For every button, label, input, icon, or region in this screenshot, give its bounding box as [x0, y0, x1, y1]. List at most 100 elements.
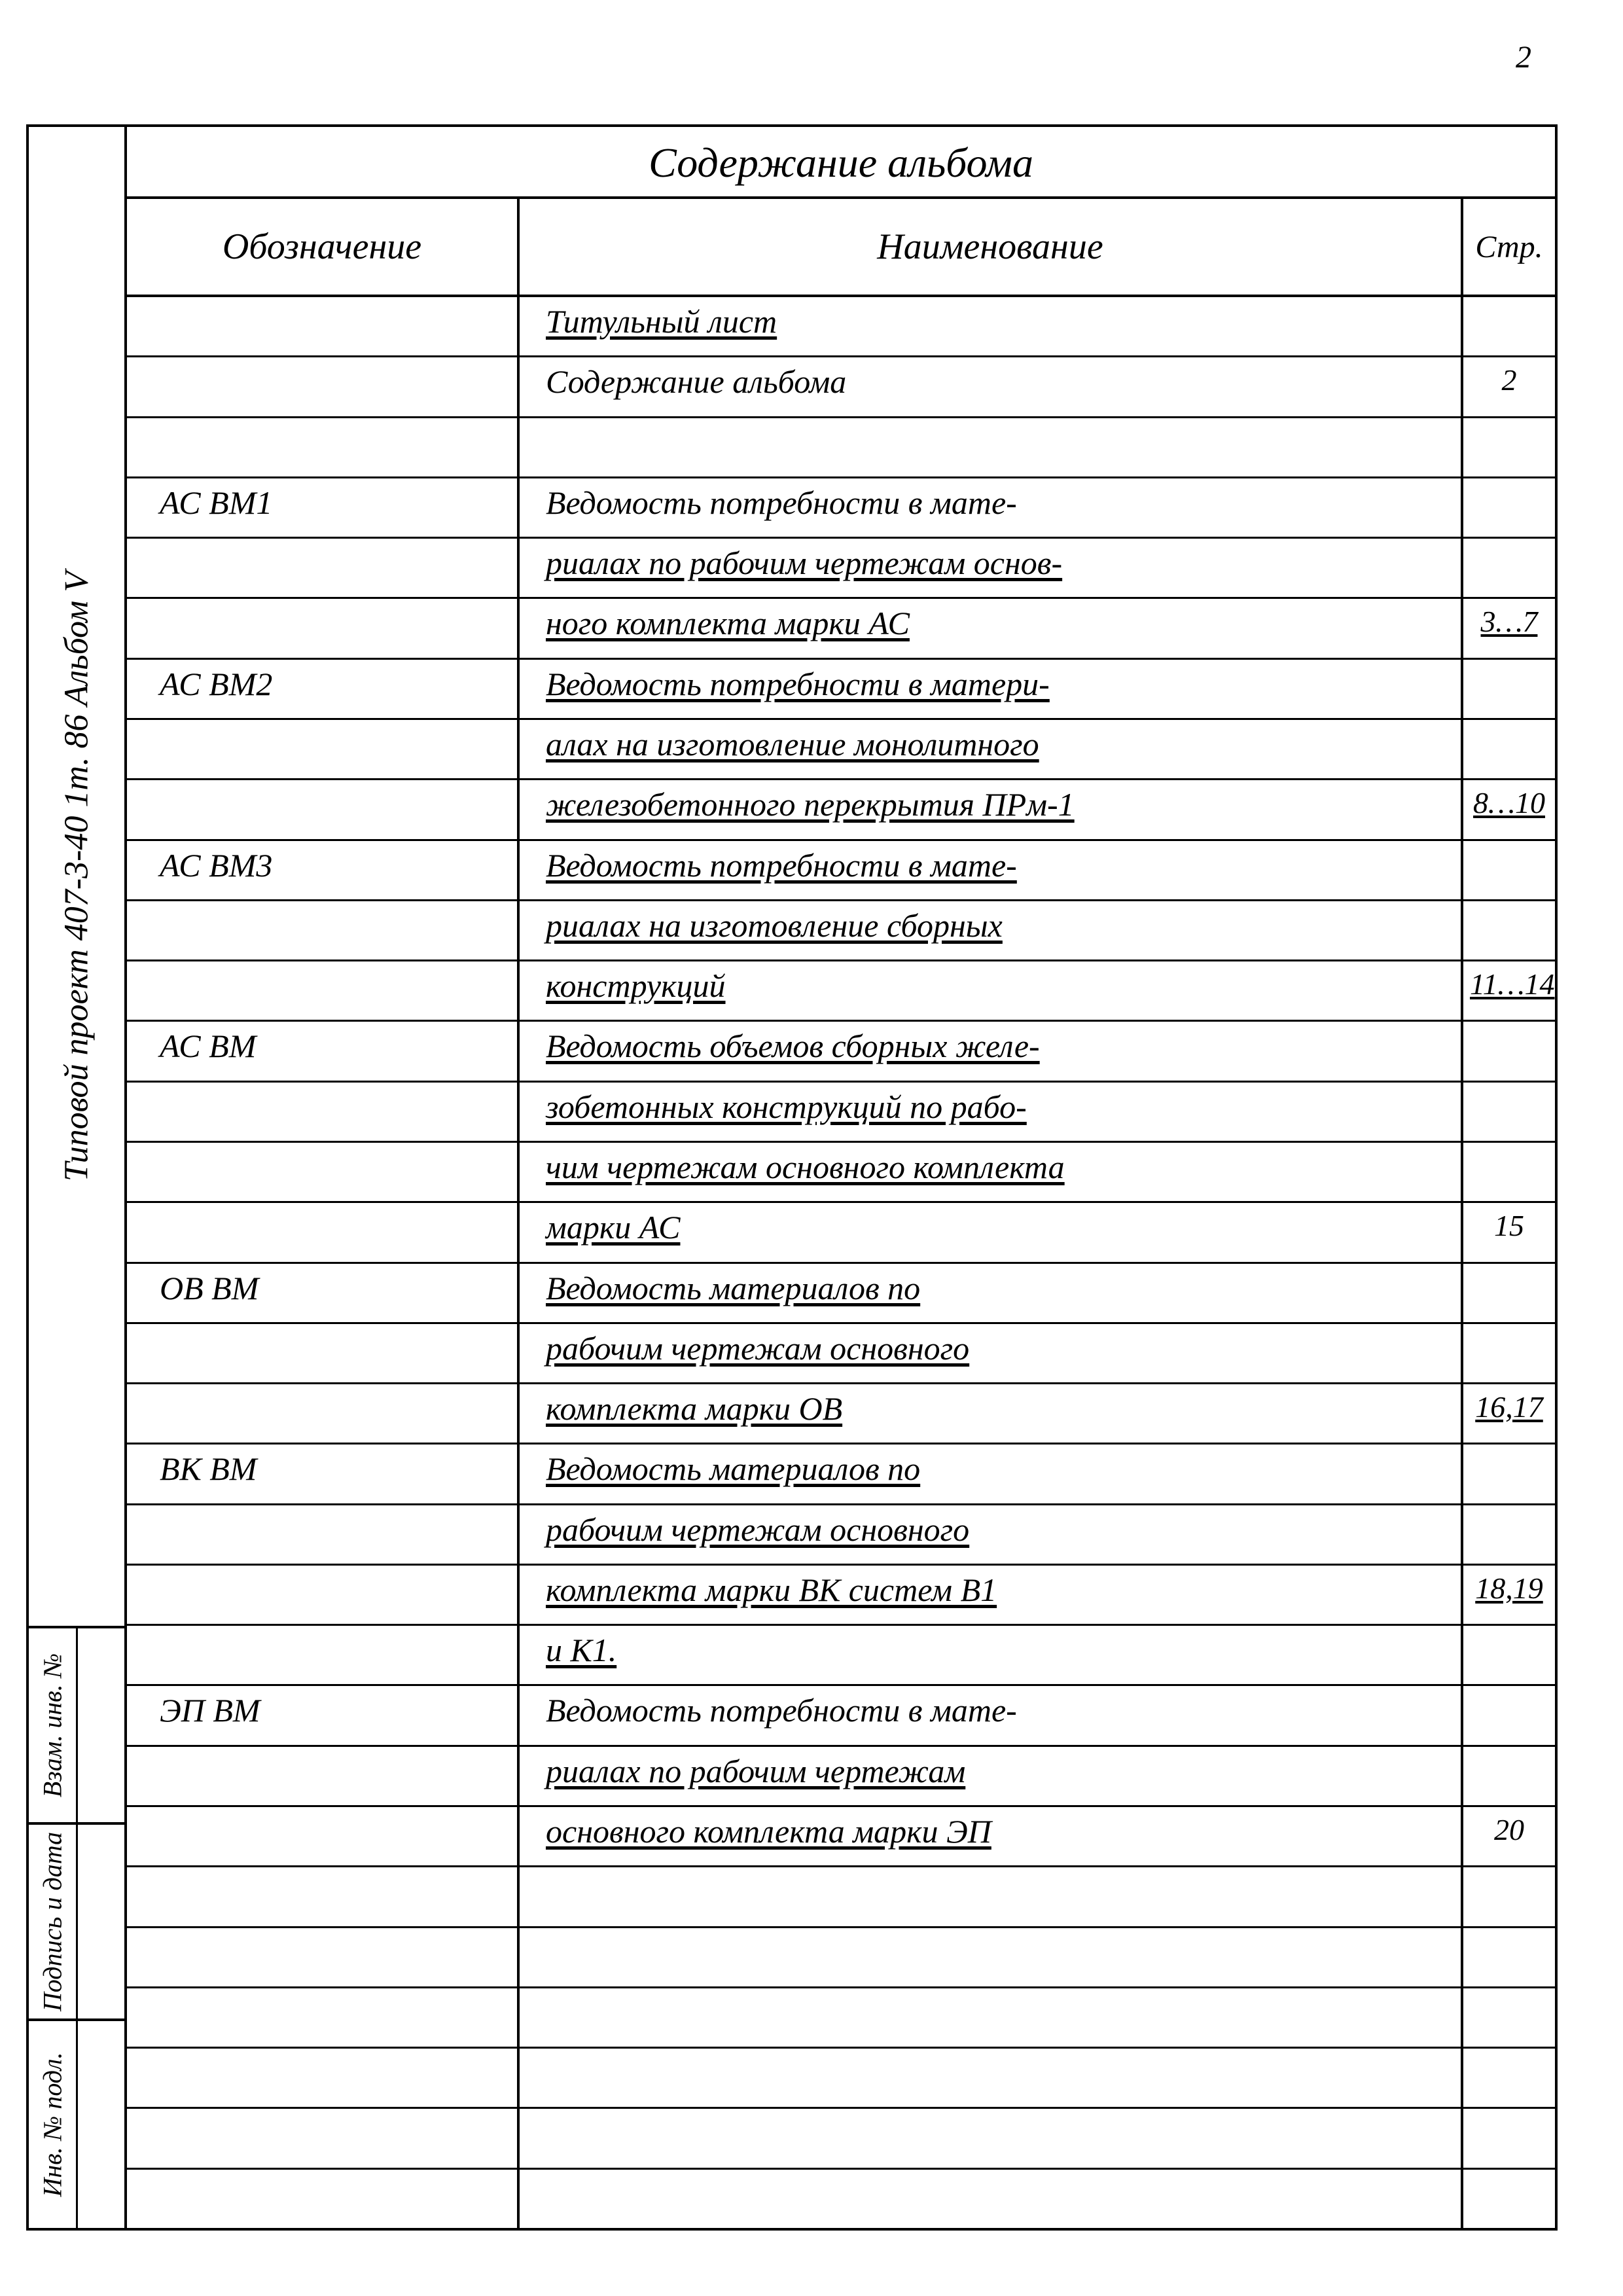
cell-name [520, 1988, 1463, 2047]
table-row: марки АС15 [127, 1203, 1555, 1263]
table-row: АС ВМ2Ведомость потребности в матери- [127, 660, 1555, 720]
table-row: ОВ ВМВедомость материалов по [127, 1264, 1555, 1324]
table-row: алах на изготовление монолитного [127, 720, 1555, 780]
cell-designation [127, 1505, 520, 1564]
table-body: Титульный листСодержание альбома2 АС ВМ1В… [127, 297, 1555, 2228]
cell-designation [127, 418, 520, 476]
cell-page [1463, 720, 1555, 778]
table-row: чим чертежам основного комплекта [127, 1143, 1555, 1203]
cell-name: Ведомость потребности в мате- [520, 1686, 1463, 1744]
table-row [127, 418, 1555, 478]
cell-page [1463, 1928, 1555, 1986]
left-cell-0: Взам. инв. № [29, 1626, 124, 1822]
cell-page [1463, 1444, 1555, 1503]
table-row: ЭП ВМВедомость потребности в мате- [127, 1686, 1555, 1746]
cell-name: комплекта марки ОВ [520, 1384, 1463, 1443]
cell-page: 16,17 [1463, 1384, 1555, 1443]
cell-designation [127, 780, 520, 838]
cell-designation [127, 1083, 520, 1141]
cell-page [1463, 1747, 1555, 1805]
table-row: Содержание альбома2 [127, 357, 1555, 418]
cell-page: 11…14 [1463, 961, 1555, 1020]
table-row [127, 1928, 1555, 1988]
cell-name: рабочим чертежам основного [520, 1505, 1463, 1564]
table-row: и К1. [127, 1626, 1555, 1686]
left-cell-1: Подпись и дата [29, 1822, 124, 2018]
cell-name: и К1. [520, 1626, 1463, 1684]
left-cell-2-empty [78, 2021, 125, 2228]
cell-name: риалах по рабочим чертежам [520, 1747, 1463, 1805]
cell-designation [127, 1747, 520, 1805]
cell-page [1463, 1264, 1555, 1322]
cell-designation: АС ВМ [127, 1022, 520, 1080]
cell-name: марки АС [520, 1203, 1463, 1261]
cell-page: 2 [1463, 357, 1555, 416]
cell-name: ного комплекта марки АС [520, 599, 1463, 657]
header-col-designation: Обозначение [127, 199, 520, 295]
cell-name: Ведомость материалов по [520, 1264, 1463, 1322]
cell-name: комплекта марки ВК систем В1 [520, 1566, 1463, 1624]
cell-name [520, 1928, 1463, 1986]
cell-page [1463, 1988, 1555, 2047]
cell-designation [127, 1384, 520, 1443]
cell-designation [127, 1928, 520, 1986]
page: 2 Типовой проект 407-3-40 1т. 86 Альбом … [0, 0, 1623, 2296]
cell-designation [127, 720, 520, 778]
cell-page [1463, 1626, 1555, 1684]
cell-page [1463, 418, 1555, 476]
table-row [127, 1988, 1555, 2049]
cell-designation [127, 961, 520, 1020]
cell-name: риалах на изготовление сборных [520, 901, 1463, 960]
cell-name: железобетонного перекрытия ПРм-1 [520, 780, 1463, 838]
cell-name: конструкций [520, 961, 1463, 1020]
cell-designation [127, 1807, 520, 1865]
table-row [127, 2170, 1555, 2228]
cell-page [1463, 1143, 1555, 1201]
table-row: рабочим чертежам основного [127, 1505, 1555, 1566]
cell-page [1463, 660, 1555, 718]
cell-designation [127, 1626, 520, 1684]
cell-designation [127, 1143, 520, 1201]
table-title: Содержание альбома [127, 127, 1555, 199]
table-row: АС ВМВедомость объемов сборных желе- [127, 1022, 1555, 1082]
cell-designation [127, 1566, 520, 1624]
cell-name [520, 2170, 1463, 2228]
cell-name: риалах по рабочим чертежам основ- [520, 539, 1463, 597]
cell-name: чим чертежам основного комплекта [520, 1143, 1463, 1201]
left-cell-1-empty [78, 1825, 125, 2018]
cell-page [1463, 478, 1555, 537]
cell-name: Ведомость материалов по [520, 1444, 1463, 1503]
cell-designation [127, 2170, 520, 2228]
cell-designation [127, 1203, 520, 1261]
cell-page [1463, 841, 1555, 899]
cell-page [1463, 1324, 1555, 1382]
cell-name: Ведомость потребности в матери- [520, 660, 1463, 718]
table-row: АС ВМ1Ведомость потребности в мате- [127, 478, 1555, 539]
cell-page: 15 [1463, 1203, 1555, 1261]
left-cell-1-label: Подпись и дата [29, 1825, 78, 2018]
cell-designation [127, 2049, 520, 2107]
cell-page [1463, 901, 1555, 960]
table-row: АС ВМ3Ведомость потребности в мате- [127, 841, 1555, 901]
cell-designation: ЭП ВМ [127, 1686, 520, 1744]
cell-designation [127, 297, 520, 355]
table-row: Титульный лист [127, 297, 1555, 357]
cell-page [1463, 297, 1555, 355]
cell-page [1463, 539, 1555, 597]
left-margin-top: Типовой проект 407-3-40 1т. 86 Альбом V [29, 127, 124, 1626]
cell-page: 18,19 [1463, 1566, 1555, 1624]
cell-page: 3…7 [1463, 599, 1555, 657]
table-row [127, 2049, 1555, 2109]
table-row: зобетонных конструкций по рабо- [127, 1083, 1555, 1143]
cell-designation [127, 901, 520, 960]
cell-page [1463, 1022, 1555, 1080]
cell-page [1463, 1686, 1555, 1744]
table-row [127, 1867, 1555, 1928]
cell-page: 20 [1463, 1807, 1555, 1865]
cell-designation [127, 1324, 520, 1382]
cell-page [1463, 2049, 1555, 2107]
cell-name: Содержание альбома [520, 357, 1463, 416]
cell-name: Ведомость потребности в мате- [520, 478, 1463, 537]
cell-designation [127, 357, 520, 416]
cell-page [1463, 2109, 1555, 2167]
